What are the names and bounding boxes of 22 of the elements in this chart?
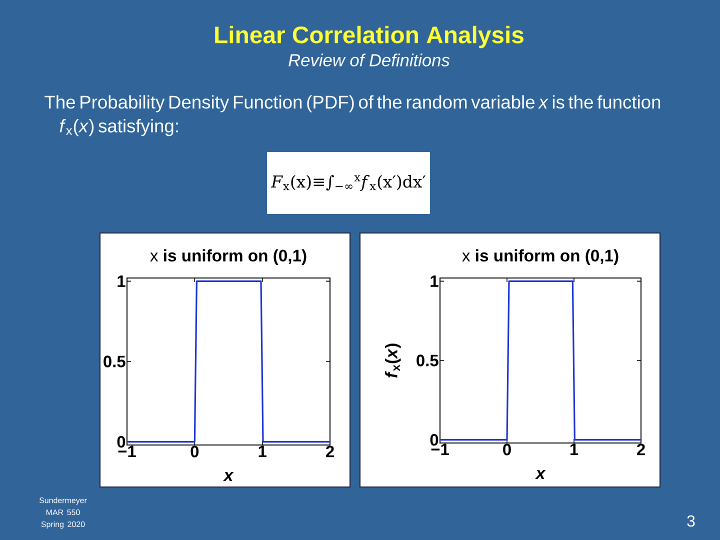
x-tick-label: 2 — [326, 446, 334, 458]
chart-title: x is uniform on (0,1) — [150, 249, 306, 265]
y-tick-label: 1 — [430, 276, 438, 287]
y-tick-label: 1 — [118, 276, 126, 287]
x-axis-title: x — [223, 472, 234, 481]
x-tick-label: −1 — [118, 446, 136, 458]
x-tick-label: 2 — [636, 444, 645, 456]
x-tick-label: 0 — [190, 446, 199, 458]
text: F$_{x}$(x)≡∫$_{−∞}$$^{x}$f$_{x}$(x′)dx′ — [270, 175, 426, 191]
text: Review of Definitions — [288, 54, 450, 66]
text: Linear Correlation Analysis — [215, 26, 524, 48]
x-tick-label: 0 — [503, 444, 511, 456]
x-tick-label: −1 — [431, 444, 449, 456]
text: The Probability Density Function (PDF) of the random variable x is the function f$_{x}$(x) satisfying: — [44, 95, 660, 136]
x-tick-label: 1 — [258, 446, 266, 458]
y-tick-label: 0.5 — [416, 354, 438, 366]
text: 3 — [687, 515, 695, 527]
chart-title: x is uniform on (0,1) — [462, 249, 618, 265]
x-tick-label: 1 — [570, 444, 578, 456]
y-tick-label: 0.5 — [104, 356, 126, 368]
y-tick-label: 0 — [430, 434, 438, 446]
x-axis-title: x — [535, 470, 546, 479]
